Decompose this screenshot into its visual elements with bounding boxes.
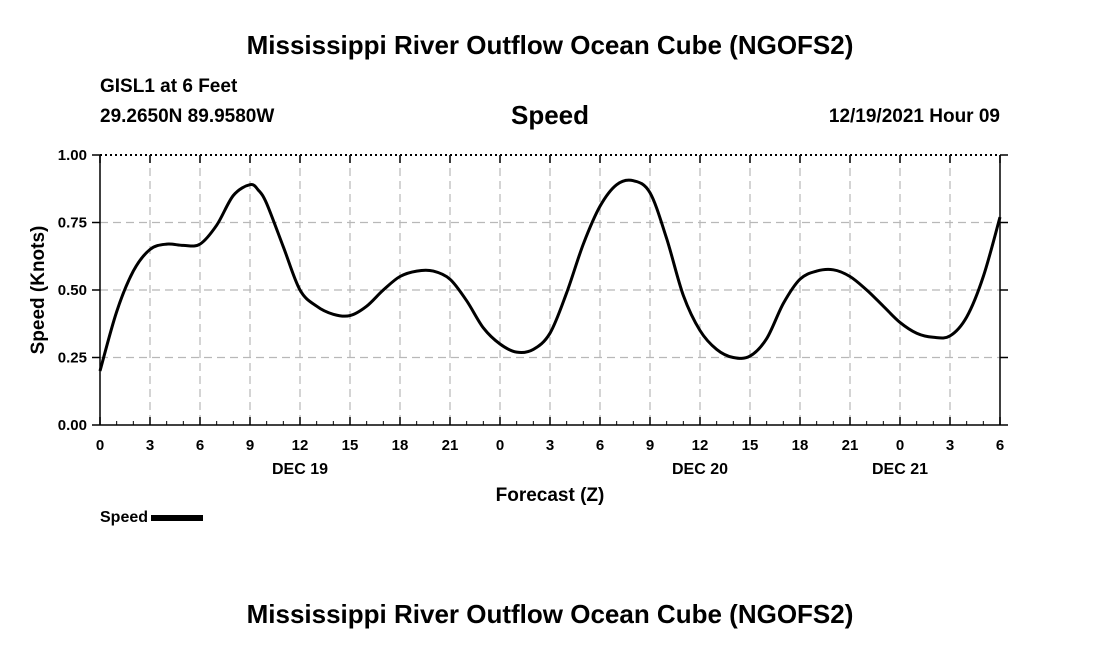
y-tick-label: 0.50 [58,282,87,299]
x-tick-label: 15 [742,437,759,454]
chart-title-bottom: Mississippi River Outflow Ocean Cube (NG… [246,599,854,629]
forecast-datetime: 12/19/2021 Hour 09 [828,106,1000,127]
x-tick-label: 21 [842,437,859,454]
y-tick-label: 0.00 [58,417,87,434]
chart-legend: Speed [100,509,204,527]
x-tick-label: 12 [292,437,309,454]
x-tick-label: 6 [596,437,604,454]
legend-swatch [151,515,204,521]
x-date-label: DEC 21 [872,461,928,478]
x-tick-label: 18 [392,437,409,454]
station-label: GISL1 at 6 Feet [100,76,238,97]
x-date-label: DEC 20 [672,461,728,478]
y-tick-label: 0.25 [58,350,87,367]
x-tick-label: 9 [246,437,254,454]
x-tick-label: 6 [996,437,1004,454]
y-tick-label: 0.75 [58,215,87,232]
x-date-label: DEC 19 [272,461,328,478]
x-tick-label: 0 [896,437,904,454]
chart-subtitle: Speed [510,100,590,130]
x-tick-label: 3 [546,437,554,454]
y-axis-title: Speed (Knots) [28,226,49,355]
x-axis-title: Forecast (Z) [496,485,605,506]
series-line-speed [98,178,1002,372]
x-tick-label: 21 [442,437,459,454]
x-tick-label: 18 [792,437,809,454]
chart-title-top: Mississippi River Outflow Ocean Cube (NG… [246,30,854,60]
x-tick-label: 6 [196,437,204,454]
coordinates-label: 29.2650N 89.9580W [100,106,275,127]
x-tick-label: 12 [692,437,709,454]
x-tick-label: 15 [342,437,359,454]
x-tick-label: 3 [146,437,154,454]
x-tick-label: 3 [946,437,954,454]
y-tick-label: 1.00 [58,147,87,164]
x-tick-label: 9 [646,437,654,454]
x-tick-label: 0 [96,437,104,454]
x-tick-label: 0 [496,437,504,454]
legend-label: Speed [100,509,149,526]
